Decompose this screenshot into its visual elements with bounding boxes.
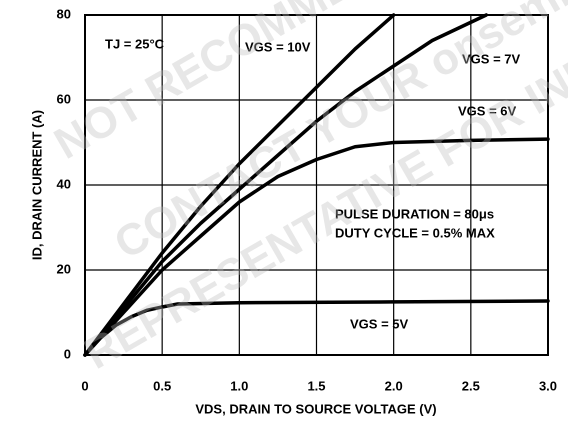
curve [83, 13, 396, 357]
y-tick-label: 60 [57, 91, 71, 106]
series-label: VGS = 7V [462, 51, 520, 66]
y-tick-label: 20 [57, 261, 71, 276]
y-tick-label: 80 [57, 6, 71, 21]
series-label: VGS = 6V [458, 103, 516, 118]
annotation: TJ = 25°C [105, 36, 165, 51]
y-tick-label: 40 [57, 176, 71, 191]
series-label: VGS = 10V [245, 39, 311, 54]
x-tick-label: 2.5 [462, 378, 480, 393]
x-axis-label: VDS, DRAIN TO SOURCE VOLTAGE (V) [195, 401, 436, 416]
annotation: DUTY CYCLE = 0.5% MAX [335, 225, 495, 240]
x-tick-label: 2.0 [385, 378, 403, 393]
x-tick-label: 1.0 [230, 378, 248, 393]
y-tick-label: 0 [64, 346, 71, 361]
x-tick-label: 0 [81, 378, 88, 393]
curve [83, 137, 550, 357]
series-label: VGS = 5V [350, 316, 408, 331]
x-tick-label: 0.5 [153, 378, 171, 393]
y-axis-label: ID, DRAIN CURRENT (A) [29, 110, 44, 260]
plot-frame [84, 14, 549, 356]
x-tick-label: 1.5 [307, 378, 325, 393]
curve [83, 13, 489, 357]
x-tick-label: 3.0 [539, 378, 557, 393]
curve [83, 299, 550, 357]
annotation: PULSE DURATION = 80μs [335, 206, 494, 221]
